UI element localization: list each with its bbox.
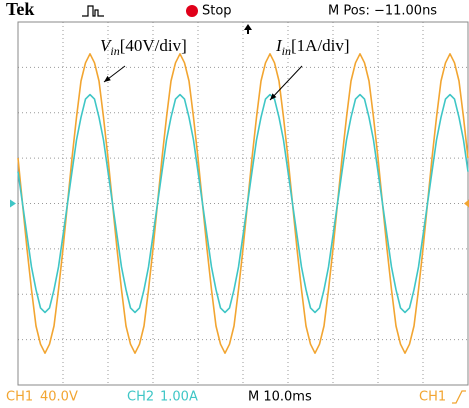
annotation-subscript: in — [282, 44, 291, 58]
scope-screen: Tek Stop M Pos: −11.00ns CH1 40.0V CH2 1… — [0, 0, 469, 408]
status: Stop — [202, 4, 232, 19]
brand: Tek — [6, 0, 34, 19]
trigger-source: CH1 — [419, 390, 446, 405]
timebase: M 10.0ms — [248, 390, 312, 405]
annotation-subscript: in — [110, 44, 119, 58]
stop-indicator — [186, 5, 198, 17]
annotation-text: [40V/div] — [120, 36, 187, 55]
ch1-label: CH1 — [6, 390, 33, 405]
ch2-label: CH2 — [127, 390, 154, 405]
ch1-scale: 40.0V — [40, 390, 78, 405]
position: M Pos: −11.00ns — [328, 4, 437, 19]
annotation-text: [1A/div] — [291, 36, 350, 55]
ch2-scale: 1.00A — [160, 390, 198, 405]
